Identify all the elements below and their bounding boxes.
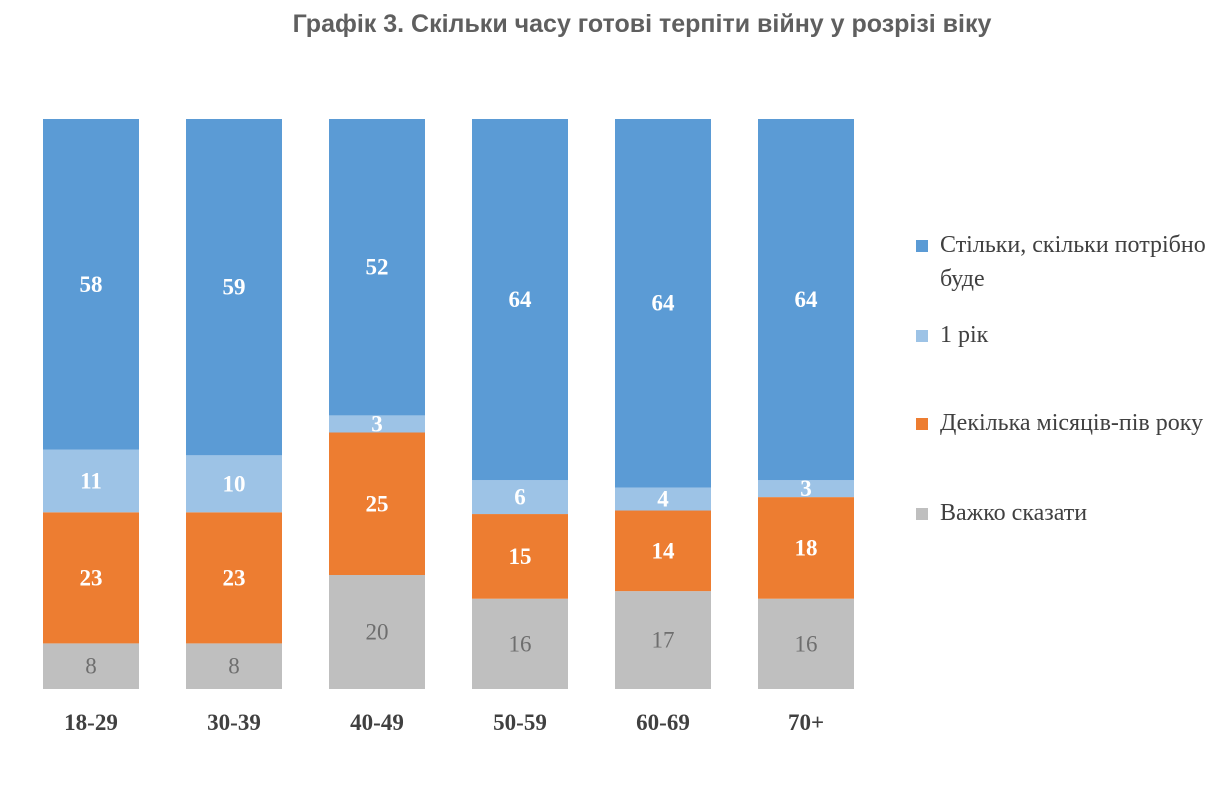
bar-segment-50-59-series-1 xyxy=(472,514,568,599)
legend-swatch-icon xyxy=(916,330,928,342)
bar-segment-40-49-series-0 xyxy=(329,575,425,689)
x-tick-label-30-39: 30-39 xyxy=(207,710,261,735)
bar-segment-60-69-series-2 xyxy=(615,487,711,511)
legend-item-1: 1 рік xyxy=(916,318,1210,352)
bar-segment-50-59-series-3 xyxy=(472,119,568,481)
bar-segment-70-series-2 xyxy=(758,480,854,498)
legend-item-0: Стільки, скільки потрібно буде xyxy=(916,228,1210,296)
data-label-18-29-series-3: 58 xyxy=(80,272,103,297)
data-label-18-29-series-2: 11 xyxy=(80,468,102,493)
legend-label: Важко сказати xyxy=(940,500,1088,526)
x-tick-label-18-29: 18-29 xyxy=(64,710,118,735)
data-label-18-29-series-1: 23 xyxy=(80,565,103,590)
data-label-70-series-3: 64 xyxy=(795,287,819,312)
data-label-30-39-series-1: 23 xyxy=(223,565,246,590)
data-label-40-49-series-3: 52 xyxy=(366,255,389,280)
data-label-18-29-series-0: 8 xyxy=(85,654,97,679)
legend-item-3: Важко сказати xyxy=(916,496,1210,530)
legend-swatch-icon xyxy=(916,508,928,520)
bar-segment-70-series-0 xyxy=(758,598,854,689)
data-label-50-59-series-1: 15 xyxy=(509,544,532,569)
data-label-50-59-series-2: 6 xyxy=(514,485,526,510)
data-label-70-series-0: 16 xyxy=(795,631,818,656)
data-label-40-49-series-1: 25 xyxy=(366,491,389,516)
x-tick-label-50-59: 50-59 xyxy=(493,710,547,735)
bar-segment-70-series-1 xyxy=(758,497,854,599)
data-label-60-69-series-3: 64 xyxy=(652,291,676,316)
bar-segment-40-49-series-2 xyxy=(329,415,425,433)
bar-segment-60-69-series-0 xyxy=(615,591,711,689)
bar-segment-18-29-series-2 xyxy=(43,449,139,513)
data-label-60-69-series-1: 14 xyxy=(652,538,676,563)
data-label-50-59-series-0: 16 xyxy=(509,631,532,656)
bar-segment-40-49-series-1 xyxy=(329,432,425,575)
legend-label: 1 рік xyxy=(940,322,989,348)
bar-segment-30-39-series-3 xyxy=(186,119,282,456)
data-label-60-69-series-0: 17 xyxy=(652,628,675,653)
data-label-30-39-series-3: 59 xyxy=(223,275,246,300)
chart-title: Графік 3. Скільки часу готові терпіти ві… xyxy=(292,10,992,38)
legend-item-2: Декілька місяців-пів року xyxy=(916,406,1210,440)
bar-segment-70-series-3 xyxy=(758,119,854,481)
bar-segment-30-39-series-0 xyxy=(186,643,282,689)
data-label-30-39-series-0: 8 xyxy=(228,654,240,679)
bar-segment-50-59-series-0 xyxy=(472,598,568,689)
legend-swatch-icon xyxy=(916,418,928,430)
legend-swatch-icon xyxy=(916,240,928,252)
data-label-40-49-series-2: 3 xyxy=(371,411,383,436)
bar-segment-50-59-series-2 xyxy=(472,480,568,515)
bar-segment-18-29-series-3 xyxy=(43,119,139,450)
legend-label: Декілька місяців-пів року xyxy=(940,410,1204,436)
x-tick-label-60-69: 60-69 xyxy=(636,710,690,735)
legend-label: Стільки, скільки потрібно буде xyxy=(940,232,1206,292)
bar-segment-18-29-series-1 xyxy=(43,512,139,644)
x-tick-label-70: 70+ xyxy=(788,710,824,735)
data-label-40-49-series-0: 20 xyxy=(366,620,389,645)
bar-segment-30-39-series-1 xyxy=(186,512,282,644)
bar-segment-60-69-series-3 xyxy=(615,119,711,488)
data-label-50-59-series-3: 64 xyxy=(509,287,533,312)
data-label-60-69-series-2: 4 xyxy=(657,487,669,512)
bar-segment-30-39-series-2 xyxy=(186,455,282,513)
data-label-70-series-1: 18 xyxy=(795,535,818,560)
bar-segment-40-49-series-3 xyxy=(329,119,425,416)
data-label-30-39-series-2: 10 xyxy=(223,471,246,496)
data-label-70-series-2: 3 xyxy=(800,476,812,501)
bar-segment-18-29-series-0 xyxy=(43,643,139,689)
bar-segment-60-69-series-1 xyxy=(615,510,711,592)
x-tick-label-40-49: 40-49 xyxy=(350,710,404,735)
